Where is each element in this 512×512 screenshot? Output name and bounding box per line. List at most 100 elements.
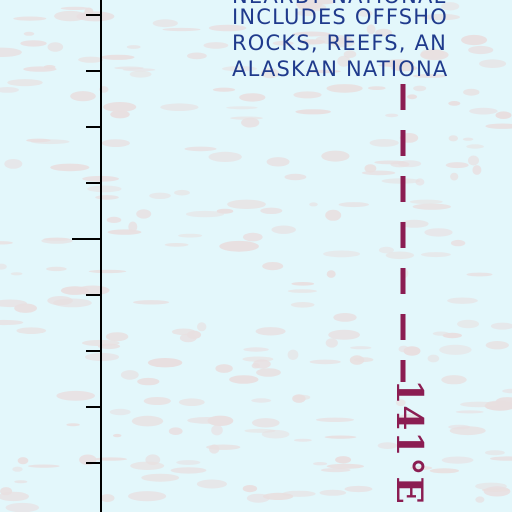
ice-speck [136, 209, 152, 219]
ice-speck [197, 322, 207, 332]
ice-speck [241, 117, 260, 128]
ice-speck [290, 302, 315, 308]
ice-speck [208, 151, 242, 162]
ice-speck [441, 375, 467, 385]
ice-speck [368, 86, 386, 90]
ice-speck [256, 368, 281, 377]
ice-speck [350, 346, 372, 350]
ice-speck [107, 229, 142, 235]
ice-speck [13, 16, 47, 21]
ice-speck [447, 297, 478, 304]
map-note-line: NEARBY NATIONAL [232, 0, 446, 10]
ice-speck [324, 435, 357, 439]
ice-speck [12, 466, 23, 472]
ice-speck [338, 202, 369, 208]
ice-speck [296, 10, 317, 17]
ice-speck [255, 327, 286, 336]
ice-speck [207, 415, 234, 426]
ice-speck [315, 417, 355, 422]
ice-speck [130, 461, 165, 470]
ice-speck [219, 240, 259, 252]
ice-speck [502, 388, 512, 394]
ice-speck [315, 34, 353, 45]
ice-speck [337, 55, 351, 67]
ice-speck [196, 479, 227, 489]
ice-speck [10, 272, 23, 276]
ice-speck [23, 66, 57, 72]
ice-speck [479, 59, 507, 68]
ice-speck [475, 496, 485, 503]
ice-speck [105, 332, 129, 342]
ice-speck [160, 103, 199, 111]
ice-speck [186, 330, 202, 339]
ice-speck [409, 199, 443, 204]
ice-speck [187, 52, 207, 60]
ice-speck [378, 246, 394, 254]
ice-speck [16, 327, 47, 335]
ice-speck [0, 87, 19, 93]
ice-speck [23, 31, 35, 36]
ice-speck [323, 250, 361, 258]
ice-speck [485, 123, 512, 129]
ice-speck [60, 6, 90, 10]
ice-speck [343, 50, 357, 58]
ice-speck [5, 502, 39, 512]
ice-speck [216, 208, 234, 214]
ice-speck [485, 341, 509, 350]
ice-speck [463, 88, 480, 96]
ice-speck [178, 398, 205, 407]
ice-speck [176, 460, 201, 465]
ice-speck [310, 0, 336, 5]
ice-speck [366, 24, 376, 35]
ice-speck [335, 456, 352, 464]
ice-speck [468, 155, 479, 166]
ice-speck [60, 286, 89, 295]
ice-speck [328, 329, 360, 340]
ice-speck [466, 272, 493, 277]
ice-speck [427, 354, 440, 363]
ice-speck [133, 300, 170, 305]
ice-speck [448, 101, 461, 106]
ice-speck [47, 42, 64, 52]
ice-speck [450, 172, 459, 181]
ice-speck [129, 70, 152, 78]
ice-speck [321, 150, 350, 162]
ice-speck [490, 456, 512, 461]
ice-speck [266, 157, 290, 167]
ice-speck [239, 93, 266, 102]
ice-speck [88, 269, 127, 274]
ice-speck [398, 413, 421, 423]
ice-speck [222, 66, 257, 72]
ice-speck [457, 319, 480, 329]
ice-speck [168, 427, 183, 436]
ice-speck [390, 161, 410, 168]
ice-speck [110, 110, 130, 119]
ice-speck [260, 207, 283, 214]
ice-speck [0, 241, 13, 245]
ice-speck [421, 252, 451, 258]
ice-speck [287, 349, 299, 360]
ice-speck [164, 243, 189, 247]
ice-speck [101, 139, 130, 148]
ice-speck [229, 375, 259, 384]
map-note-line: ALASKAN NATIONA [232, 57, 449, 81]
ice-speck [309, 202, 318, 207]
ice-speck [244, 428, 276, 433]
ice-speck [407, 94, 418, 100]
ice-speck [76, 11, 115, 22]
ice-speck [455, 410, 484, 414]
ice-speck [320, 468, 351, 473]
ice-speck [7, 79, 43, 87]
meridian-label: 141°E [388, 379, 430, 505]
map-note-line: ROCKS, REEFS, AN [232, 31, 448, 55]
ice-speck [227, 199, 266, 209]
ice-speck [375, 28, 392, 37]
ice-speck [126, 45, 141, 49]
ice-speck [450, 239, 466, 247]
ice-speck [284, 173, 307, 181]
ice-speck [271, 225, 296, 234]
ice-speck [122, 68, 156, 72]
ice-speck [46, 266, 67, 272]
ice-speck [369, 139, 399, 147]
